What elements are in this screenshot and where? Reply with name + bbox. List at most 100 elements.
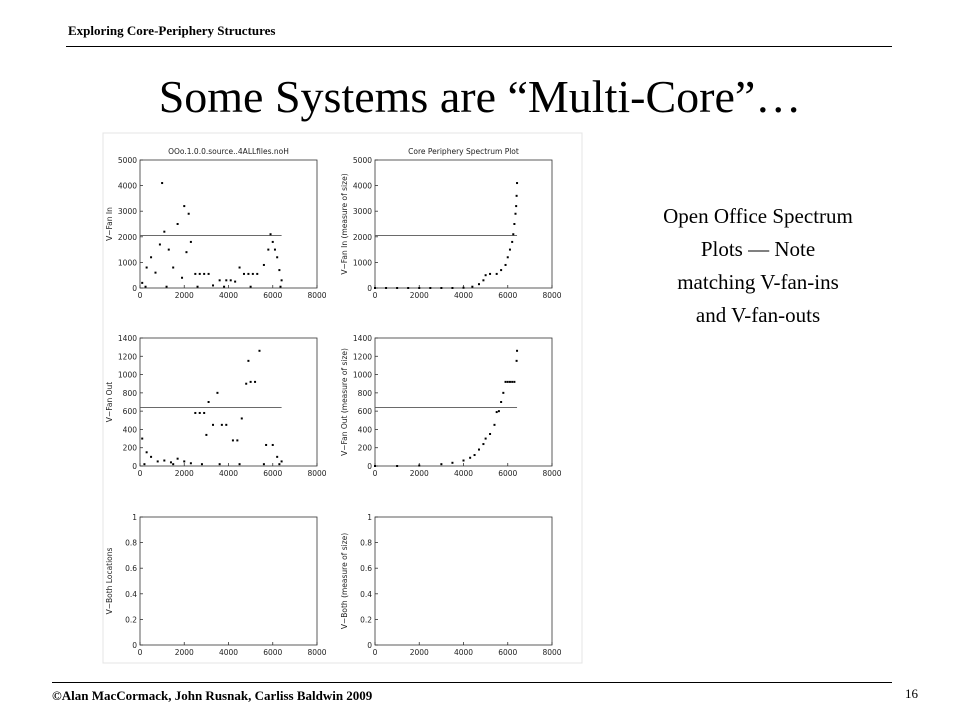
y-tick-label: 0 <box>367 284 372 293</box>
data-point <box>262 463 265 466</box>
data-point <box>167 248 170 251</box>
data-point <box>500 401 503 403</box>
plot-area <box>374 337 553 467</box>
data-point <box>407 287 410 289</box>
y-tick-label: 3000 <box>118 207 137 216</box>
data-point <box>181 276 184 279</box>
y-tick-label: 4000 <box>353 182 372 191</box>
y-tick-label: 1400 <box>353 334 372 343</box>
x-tick-label: 4000 <box>454 469 473 478</box>
y-tick-label: 0.8 <box>360 539 372 548</box>
data-point <box>440 287 443 289</box>
y-tick-label: 1200 <box>353 352 372 361</box>
x-tick-label: 0 <box>138 648 143 657</box>
x-tick-label: 8000 <box>542 648 561 657</box>
data-point <box>231 439 234 442</box>
data-point <box>489 272 492 275</box>
data-point <box>247 359 250 362</box>
data-point <box>271 443 274 446</box>
y-tick-label: 3000 <box>353 207 372 216</box>
data-point <box>276 256 279 259</box>
data-point <box>242 272 245 275</box>
y-tick-label: 0 <box>367 641 372 650</box>
data-point <box>212 423 215 426</box>
x-tick-label: 4000 <box>454 291 473 300</box>
data-point <box>506 256 509 259</box>
data-point <box>495 272 498 275</box>
data-point <box>225 279 228 282</box>
plot-area <box>139 516 318 646</box>
data-point <box>258 349 261 352</box>
y-tick-label: 2000 <box>353 233 372 242</box>
data-point <box>396 465 399 467</box>
y-tick-label: 0.2 <box>125 615 137 624</box>
data-point <box>150 455 153 458</box>
footer-rule <box>52 682 892 683</box>
data-point <box>262 263 265 266</box>
data-point <box>440 463 443 466</box>
x-tick-label: 2000 <box>410 291 429 300</box>
y-tick-label: 0.4 <box>125 590 137 599</box>
data-point <box>220 423 223 426</box>
data-point <box>141 437 144 440</box>
x-tick-label: 0 <box>373 291 378 300</box>
data-point <box>247 272 250 275</box>
data-point <box>236 439 239 442</box>
x-tick-label: 2000 <box>410 648 429 657</box>
data-point <box>245 382 248 385</box>
data-point <box>385 287 388 289</box>
data-point <box>218 463 221 466</box>
x-tick-label: 2000 <box>175 648 194 657</box>
data-point <box>229 279 232 282</box>
data-point <box>484 437 487 440</box>
data-point <box>187 212 190 215</box>
data-point <box>273 248 276 251</box>
data-point <box>207 272 210 275</box>
x-tick-label: 6000 <box>498 469 517 478</box>
data-point <box>183 460 186 463</box>
data-point <box>504 263 507 266</box>
data-point <box>256 272 259 275</box>
data-point <box>511 380 514 383</box>
y-tick-label: 5000 <box>353 156 372 165</box>
data-point <box>473 454 476 457</box>
y-tick-label: 800 <box>123 389 138 398</box>
x-tick-label: 8000 <box>307 291 326 300</box>
data-point <box>418 464 421 467</box>
data-point <box>240 417 243 420</box>
data-point <box>418 287 421 289</box>
y-tick-label: 0.6 <box>125 564 137 573</box>
data-point <box>251 272 254 275</box>
data-point <box>194 411 197 414</box>
plot-title: OOo.1.0.0.source..4ALLfiles.noH <box>168 147 289 156</box>
data-point <box>514 212 517 215</box>
data-point <box>495 411 498 414</box>
data-point <box>156 460 159 463</box>
y-tick-label: 600 <box>358 407 373 416</box>
y-axis-label: V−Fan Out <box>105 382 114 422</box>
data-point <box>249 285 252 288</box>
data-point <box>280 279 283 282</box>
data-point <box>212 284 215 287</box>
data-point <box>218 279 221 282</box>
plot-area <box>374 516 553 646</box>
header-rule <box>66 46 892 47</box>
data-point <box>194 272 197 275</box>
y-tick-label: 0.4 <box>360 590 372 599</box>
x-tick-label: 0 <box>138 469 143 478</box>
page-number: 16 <box>905 686 918 701</box>
y-tick-label: 200 <box>123 444 138 453</box>
data-point <box>469 456 472 459</box>
y-tick-label: 0.2 <box>360 615 372 624</box>
y-tick-label: 600 <box>123 407 138 416</box>
data-point <box>516 349 519 352</box>
data-point <box>145 266 148 269</box>
y-tick-label: 1000 <box>353 371 372 380</box>
x-tick-label: 4000 <box>219 469 238 478</box>
data-point <box>176 223 179 225</box>
y-tick-label: 1000 <box>118 258 137 267</box>
data-point <box>506 380 509 383</box>
y-tick-label: 800 <box>358 389 373 398</box>
data-point <box>225 423 228 426</box>
